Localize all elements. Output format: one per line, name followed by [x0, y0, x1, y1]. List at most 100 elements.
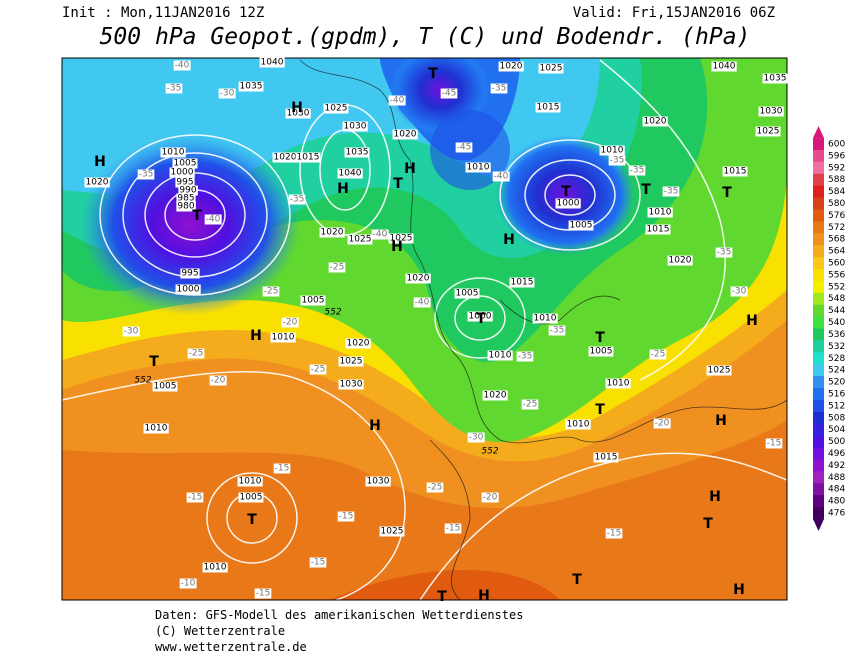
- pressure-center: H: [709, 489, 721, 505]
- temperature-label-box: [254, 588, 272, 599]
- temperature-label-box: [516, 351, 534, 362]
- pressure-center: H: [503, 232, 515, 248]
- temperature-label: -35: [167, 84, 182, 94]
- colorbar-swatch: [813, 161, 824, 175]
- colorbar-label: 488: [828, 473, 845, 483]
- pressure-label-box: [238, 492, 264, 503]
- colorbar-label: 536: [828, 330, 845, 340]
- pressure-center: T: [428, 66, 438, 82]
- pressure-label-box: [538, 63, 564, 74]
- colorbar-label: 560: [828, 259, 845, 269]
- pressure-label: 1010: [272, 333, 295, 343]
- pressure-center: T: [149, 354, 159, 370]
- temperature-label: -15: [256, 589, 271, 599]
- colorbar-swatch: [813, 257, 824, 270]
- pressure-center: H: [337, 181, 349, 197]
- temperature-label-box: [337, 511, 355, 522]
- pressure-label: 1000: [469, 312, 492, 322]
- pressure-label-box: [711, 61, 737, 72]
- init-time: Init : Mon,11JAN2016 12Z: [62, 5, 264, 21]
- temperature-label-box: [186, 492, 204, 503]
- colorbar-swatch: [813, 388, 824, 401]
- pressure-label: 1025: [340, 357, 363, 367]
- pressure-label-box: [645, 224, 671, 235]
- height-label: 552: [481, 447, 498, 457]
- pressure-label: 1015: [537, 103, 560, 113]
- colorbar-label: 500: [828, 437, 845, 447]
- pressure-label: 1040: [713, 62, 736, 72]
- colorbar-label: 588: [828, 175, 845, 185]
- pressure-label: 1020: [500, 62, 523, 72]
- pressure-label: 1020: [321, 228, 344, 238]
- pressure-label: 1005: [240, 493, 263, 503]
- pressure-center: T: [703, 516, 713, 532]
- colorbar-swatch: [813, 292, 824, 306]
- pressure-label-box: [365, 476, 391, 487]
- pressure-label: 1010: [649, 208, 672, 218]
- temperature-label: -25: [651, 350, 666, 360]
- pressure-label-box: [272, 152, 298, 163]
- temperature-label: -45: [457, 143, 472, 153]
- pressure-label-box: [178, 185, 198, 196]
- height-label: 552: [134, 376, 151, 386]
- pressure-label-box: [388, 233, 414, 244]
- pressure-label: 1000: [171, 168, 194, 178]
- colorbar-bottom-arrow: [813, 518, 824, 531]
- pressure-label: 1020: [86, 178, 109, 188]
- colorbar-label: 492: [828, 461, 845, 471]
- pressure-label-box: [176, 201, 196, 212]
- pressure-label-box: [605, 378, 631, 389]
- temperature-label-box: [481, 492, 499, 503]
- temperature-label-box: [309, 364, 327, 375]
- pressure-label-box: [259, 57, 285, 68]
- pressure-label-box: [175, 284, 201, 295]
- temperature-label-box: [204, 214, 222, 225]
- temperature-label-box: [179, 578, 197, 589]
- temperature-label: -20: [283, 318, 298, 328]
- pressure-label-box: [172, 158, 198, 169]
- pressure-label: 1020: [394, 130, 417, 140]
- temperature-label-box: [521, 399, 539, 410]
- pressure-label: 1010: [567, 420, 590, 430]
- temperature-label-box: [309, 557, 327, 568]
- colorbar-swatch: [813, 149, 824, 163]
- temperature-label: -30: [124, 327, 139, 337]
- temperature-label-box: [262, 286, 280, 297]
- temperature-label: -35: [518, 352, 533, 362]
- pressure-center: H: [291, 100, 303, 116]
- pressure-center: H: [404, 161, 416, 177]
- temperature-label-box: [187, 348, 205, 359]
- temperature-label: -25: [330, 263, 345, 273]
- temperature-label: -40: [415, 298, 430, 308]
- pressure-label-box: [667, 255, 693, 266]
- pressure-label-box: [176, 193, 196, 204]
- pressure-center: T: [722, 185, 732, 201]
- pressure-label: 1020: [644, 117, 667, 127]
- pressure-label-box: [405, 273, 431, 284]
- pressure-label: 1010: [607, 379, 630, 389]
- colorbar-swatch: [813, 197, 824, 210]
- pressure-label: 1005: [590, 347, 613, 357]
- pressure-label-box: [467, 311, 493, 322]
- pressure-label: 1025: [757, 127, 780, 137]
- map-field: [62, 58, 787, 600]
- temperature-label: -15: [339, 512, 354, 522]
- pressure-label-box: [532, 313, 558, 324]
- colorbar-label: 496: [828, 449, 845, 459]
- colorbar-label: 504: [828, 425, 845, 435]
- colorbar-swatch: [813, 459, 824, 472]
- pressure-label: 1015: [595, 453, 618, 463]
- pressure-label: 1025: [325, 104, 348, 114]
- pressure-label-box: [319, 227, 345, 238]
- colorbar-label: 512: [828, 401, 845, 411]
- colorbar-label: 572: [828, 223, 845, 233]
- temperature-label: -25: [311, 365, 326, 375]
- temperature-label-box: [765, 438, 783, 449]
- temperature-label: -30: [220, 89, 235, 99]
- pressure-center: H: [250, 328, 262, 344]
- colorbar-swatch: [813, 411, 824, 425]
- pressure-label: 1005: [570, 221, 593, 231]
- temperature-label: -35: [717, 248, 732, 258]
- temperature-label: -25: [264, 287, 279, 297]
